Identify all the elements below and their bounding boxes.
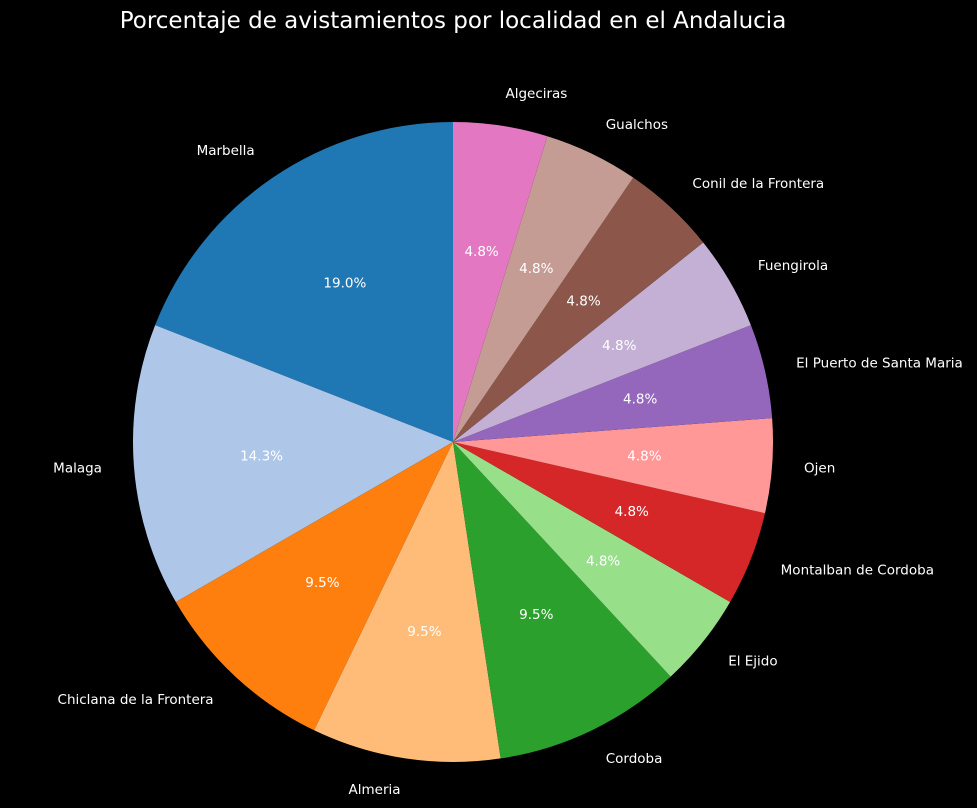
pie-slice-el-ejido (453, 442, 731, 677)
pie-percent-el-puerto-de-santa-maria: 4.8% (623, 391, 657, 407)
pie-slice-montalban-de-cordoba (453, 442, 765, 602)
chart-title: Porcentaje de avistamientos por localida… (120, 8, 787, 34)
pie-slice-cordoba (453, 442, 671, 759)
pie-percent-montalban-de-cordoba: 4.8% (615, 504, 649, 520)
pie-slice-ojen (453, 418, 774, 514)
pie-percent-algeciras: 4.8% (464, 244, 498, 260)
pie-label-ojen: Ojen (804, 460, 835, 476)
pie-label-malaga: Malaga (53, 460, 102, 476)
pie-slice-el-puerto-de-santa-maria (453, 325, 773, 442)
pie-label-chiclana-de-la-frontera: Chiclana de la Frontera (58, 692, 214, 708)
pie-label-marbella: Marbella (197, 143, 255, 159)
pie-slice-marbella (155, 122, 453, 442)
pie-label-almeria: Almeria (349, 782, 401, 798)
pie-percent-almeria: 9.5% (407, 624, 441, 640)
pie-label-conil-de-la-frontera: Conil de la Frontera (692, 176, 824, 192)
pie-slice-fuengirola (453, 242, 751, 442)
pie-percent-ojen: 4.8% (627, 448, 661, 464)
pie-slice-malaga (132, 325, 453, 602)
pie-slices (132, 122, 774, 763)
pie-label-fuengirola: Fuengirola (758, 258, 828, 274)
pie-slice-gualchos (453, 136, 634, 442)
pie-label-montalban-de-cordoba: Montalban de Cordoba (781, 563, 934, 579)
pie-percent-cordoba: 9.5% (519, 607, 553, 623)
pie-percent-conil-de-la-frontera: 4.8% (566, 293, 600, 309)
pie-percent-marbella: 19.0% (323, 275, 366, 291)
pie-label-cordoba: Cordoba (606, 751, 663, 767)
pie-label-gualchos: Gualchos (606, 117, 668, 133)
pie-label-algeciras: Algeciras (505, 86, 567, 102)
pie-percent-gualchos: 4.8% (519, 261, 553, 277)
category-labels: Marbella Malaga Chiclana de la Frontera Alm… (53, 86, 963, 798)
pie-percent-malaga: 14.3% (240, 448, 283, 464)
pie-slice-chiclana-de-la-frontera (175, 442, 453, 731)
percent-labels: 19.0% 14.3% 9.5% 9.5% 9.5% 4.8% 4.8% 4.8% 4.8% 4.… (240, 244, 662, 640)
pie-label-el-ejido: El Ejido (728, 653, 777, 669)
pie-percent-chiclana-de-la-frontera: 9.5% (305, 575, 339, 591)
pie-slice-conil-de-la-frontera (453, 177, 704, 442)
pie-percent-fuengirola: 4.8% (602, 338, 636, 354)
pie-label-el-puerto-de-santa-maria: El Puerto de Santa Maria (796, 356, 963, 372)
pie-slice-almeria (314, 442, 501, 763)
pie-percent-el-ejido: 4.8% (586, 554, 620, 570)
pie-slice-algeciras (453, 122, 548, 442)
